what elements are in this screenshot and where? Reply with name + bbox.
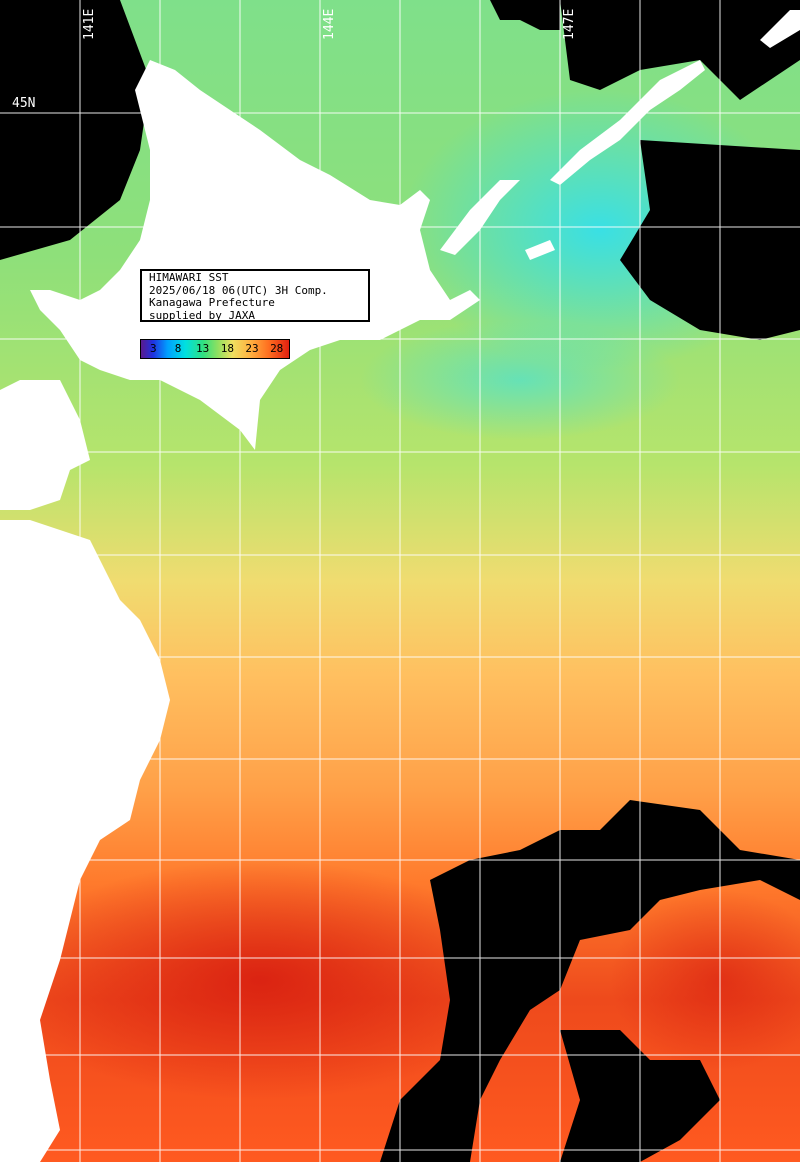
info-title: HIMAWARI SST [149,271,229,284]
cold-water-east [360,320,680,440]
colorbar-legend: 3 8 13 18 23 28 [140,339,290,359]
colorbar-tick: 23 [245,342,259,355]
colorbar-tick: 13 [196,342,210,355]
land-hokkaido-south [0,380,90,510]
lon-label-147e: 147E [562,8,577,40]
info-credit: supplied by JAXA [149,308,255,322]
info-datetime: 2025/06/18 06(UTC) 3H Comp. [149,283,328,297]
no-data-west [0,0,150,260]
lon-label-141e: 141E [82,8,97,40]
colorbar-tick: 3 [150,342,157,355]
no-data-east [620,140,800,340]
land-kuril-1 [550,60,705,185]
warm-water-south [0,860,520,1100]
info-box: HIMAWARI SST 2025/06/18 06(UTC) 3H Comp.… [140,269,370,322]
no-data-north [490,0,560,30]
colorbar-tick: 8 [174,342,182,355]
land-honshu [0,520,170,1162]
no-data-southeast [380,800,800,1162]
info-organization: Kanagawa Prefecture [149,296,275,309]
lon-label-144e: 144E [322,8,337,40]
colorbar-tick: 18 [220,342,234,355]
land-sakhalin [760,10,800,48]
no-data-northeast [560,0,800,100]
colorbar-tick: 28 [270,342,284,355]
warm-water-southeast [610,890,800,1070]
lat-label-45n: 45N [12,96,36,111]
land-kuril-3 [525,240,555,260]
